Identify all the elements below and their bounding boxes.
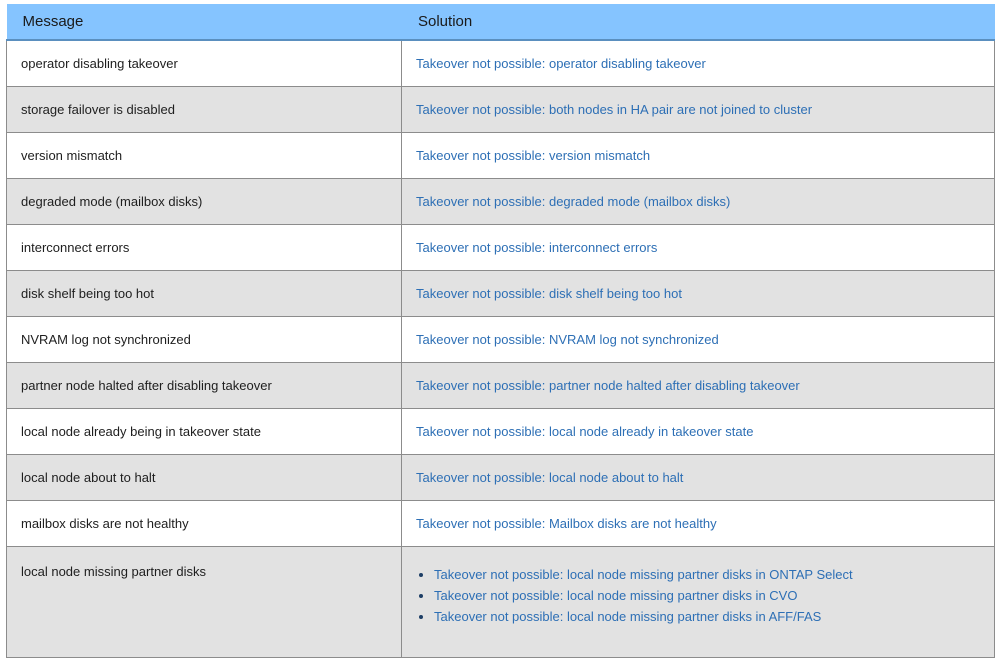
- table-body: operator disabling takeover Takeover not…: [6, 39, 995, 658]
- solution-cell: Takeover not possible: interconnect erro…: [401, 224, 995, 271]
- solution-link-aff-fas[interactable]: Takeover not possible: local node missin…: [434, 609, 822, 624]
- solution-cell: Takeover not possible: disk shelf being …: [401, 270, 995, 317]
- table-row: interconnect errors Takeover not possibl…: [6, 224, 995, 271]
- solution-cell: Takeover not possible: Mailbox disks are…: [401, 500, 995, 547]
- message-cell: partner node halted after disabling take…: [6, 362, 402, 409]
- message-cell: operator disabling takeover: [6, 39, 402, 87]
- solution-cell: Takeover not possible: degraded mode (ma…: [401, 178, 995, 225]
- solution-cell: Takeover not possible: both nodes in HA …: [401, 86, 995, 133]
- column-header-message: Message: [6, 4, 402, 41]
- message-cell: local node about to halt: [6, 454, 402, 501]
- header-row: Message Solution: [6, 4, 995, 41]
- table-row: storage failover is disabled Takeover no…: [6, 86, 995, 133]
- solution-cell: Takeover not possible: local node missin…: [401, 546, 995, 658]
- solution-link[interactable]: Takeover not possible: disk shelf being …: [416, 286, 682, 301]
- solution-cell: Takeover not possible: local node alread…: [401, 408, 995, 455]
- solution-link[interactable]: Takeover not possible: NVRAM log not syn…: [416, 332, 719, 347]
- solution-cell: Takeover not possible: NVRAM log not syn…: [401, 316, 995, 363]
- solution-link[interactable]: Takeover not possible: Mailbox disks are…: [416, 516, 717, 531]
- message-cell: degraded mode (mailbox disks): [6, 178, 402, 225]
- solution-link[interactable]: Takeover not possible: degraded mode (ma…: [416, 194, 731, 209]
- solution-cell: Takeover not possible: operator disablin…: [401, 39, 995, 87]
- solution-link[interactable]: Takeover not possible: operator disablin…: [416, 56, 706, 71]
- solution-link[interactable]: Takeover not possible: local node alread…: [416, 424, 754, 439]
- table-row: mailbox disks are not healthy Takeover n…: [6, 500, 995, 547]
- message-cell: NVRAM log not synchronized: [6, 316, 402, 363]
- table-row: partner node halted after disabling take…: [6, 362, 995, 409]
- message-cell: version mismatch: [6, 132, 402, 179]
- solution-link[interactable]: Takeover not possible: both nodes in HA …: [416, 102, 813, 117]
- takeover-messages-table: Message Solution operator disabling take…: [6, 4, 995, 658]
- solution-link[interactable]: Takeover not possible: local node about …: [416, 470, 684, 485]
- solution-link[interactable]: Takeover not possible: version mismatch: [416, 148, 651, 163]
- table-row: local node about to halt Takeover not po…: [6, 454, 995, 501]
- message-cell: interconnect errors: [6, 224, 402, 271]
- solution-list-item: Takeover not possible: local node missin…: [434, 585, 994, 606]
- solution-link[interactable]: Takeover not possible: partner node halt…: [416, 378, 800, 393]
- message-cell: local node already being in takeover sta…: [6, 408, 402, 455]
- solution-link[interactable]: Takeover not possible: interconnect erro…: [416, 240, 658, 255]
- solution-cell: Takeover not possible: local node about …: [401, 454, 995, 501]
- message-cell: disk shelf being too hot: [6, 270, 402, 317]
- table-row: operator disabling takeover Takeover not…: [6, 39, 995, 87]
- table-header: Message Solution: [6, 4, 995, 41]
- table-row: disk shelf being too hot Takeover not po…: [6, 270, 995, 317]
- table-row: local node missing partner disks Takeove…: [6, 546, 995, 658]
- solution-list: Takeover not possible: local node missin…: [416, 564, 994, 627]
- solution-cell: Takeover not possible: partner node halt…: [401, 362, 995, 409]
- table-row: version mismatch Takeover not possible: …: [6, 132, 995, 179]
- table-row: local node already being in takeover sta…: [6, 408, 995, 455]
- column-header-solution: Solution: [401, 4, 995, 41]
- solution-link-ontap-select[interactable]: Takeover not possible: local node missin…: [434, 567, 853, 582]
- message-cell: local node missing partner disks: [6, 546, 402, 658]
- message-cell: storage failover is disabled: [6, 86, 402, 133]
- table-row: degraded mode (mailbox disks) Takeover n…: [6, 178, 995, 225]
- solution-cell: Takeover not possible: version mismatch: [401, 132, 995, 179]
- table-row: NVRAM log not synchronized Takeover not …: [6, 316, 995, 363]
- solution-link-cvo[interactable]: Takeover not possible: local node missin…: [434, 588, 798, 603]
- solution-list-item: Takeover not possible: local node missin…: [434, 564, 994, 585]
- solution-list-item: Takeover not possible: local node missin…: [434, 606, 994, 627]
- message-cell: mailbox disks are not healthy: [6, 500, 402, 547]
